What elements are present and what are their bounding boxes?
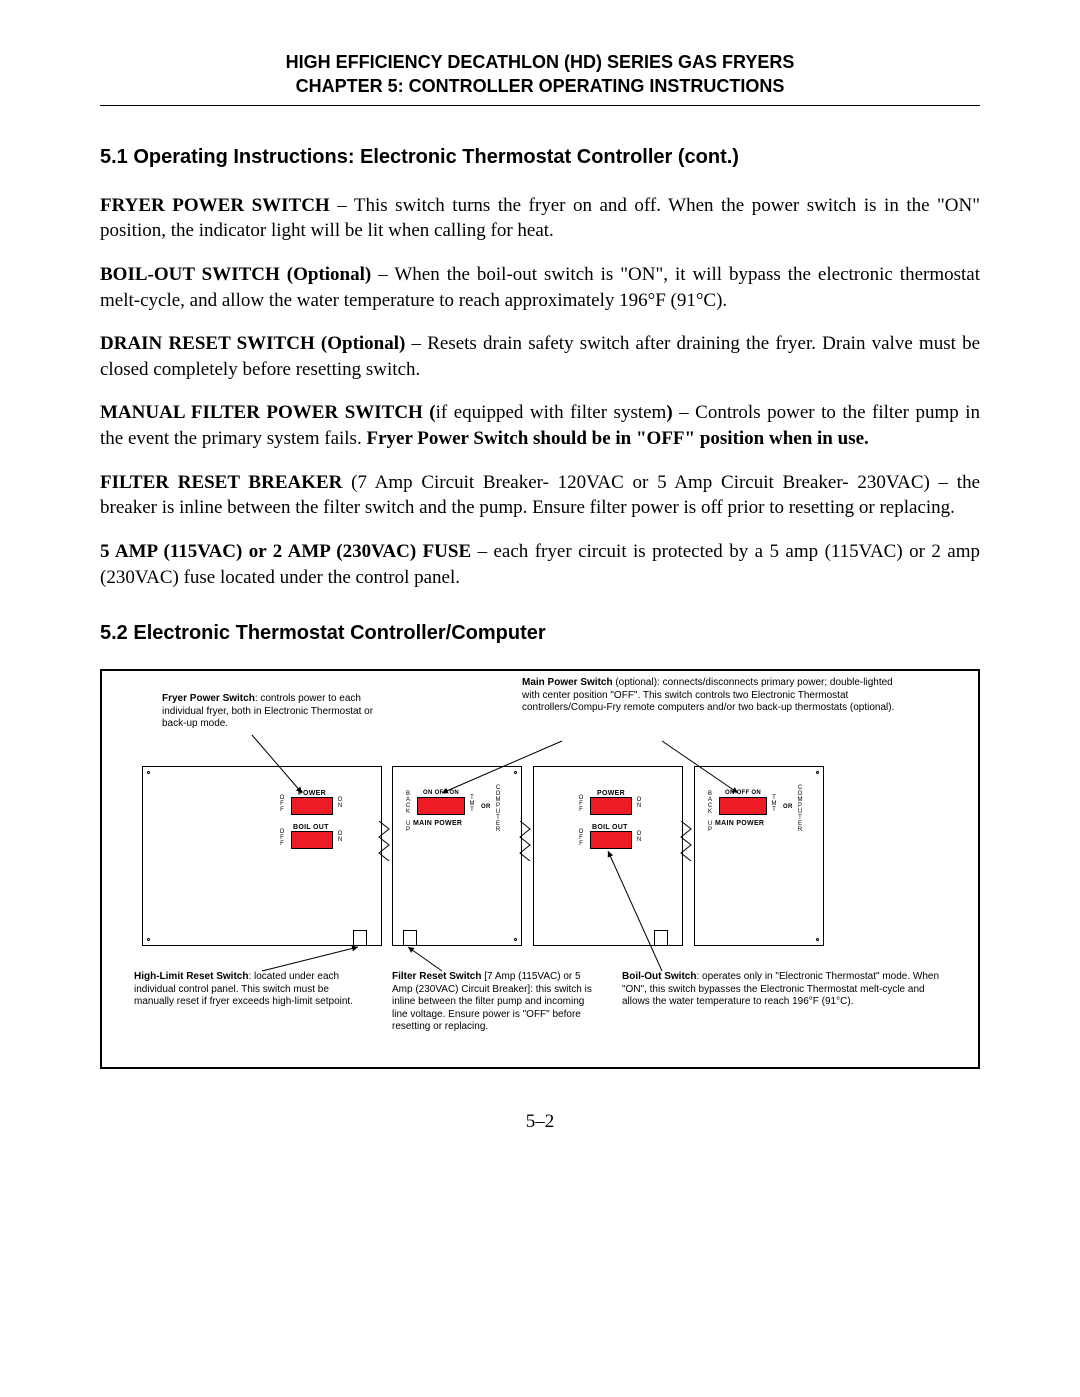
lead-fuse: 5 AMP (115VAC) or 2 AMP (230VAC) FUSE bbox=[100, 541, 478, 562]
header-line-1: HIGH EFFICIENCY DECATHLON (HD) SERIES GA… bbox=[100, 50, 980, 74]
lead-filter-breaker: FILTER RESET BREAKER bbox=[100, 472, 342, 493]
para-manual-filter: MANUAL FILTER POWER SWITCH (if equipped … bbox=[100, 400, 980, 451]
para-filter-breaker: FILTER RESET BREAKER (7 Amp Circuit Brea… bbox=[100, 470, 980, 521]
section-5-1-title: 5.1 Operating Instructions: Electronic T… bbox=[100, 144, 980, 171]
lead-boil-out: BOIL-OUT SWITCH (Optional) bbox=[100, 264, 371, 285]
page-number: 5–2 bbox=[100, 1109, 980, 1135]
lead-drain-reset: DRAIN RESET SWITCH (Optional) bbox=[100, 333, 405, 354]
para-boil-out: BOIL-OUT SWITCH (Optional) – When the bo… bbox=[100, 262, 980, 313]
callout-filter-reset-lead: Filter Reset Switch bbox=[392, 971, 481, 982]
para-drain-reset: DRAIN RESET SWITCH (Optional) – Resets d… bbox=[100, 331, 980, 382]
header-line-2: CHAPTER 5: CONTROLLER OPERATING INSTRUCT… bbox=[100, 74, 980, 98]
callout-filter-reset: Filter Reset Switch [7 Amp (115VAC) or 5… bbox=[392, 971, 602, 1034]
lead-fryer-power: FRYER POWER SWITCH bbox=[100, 195, 330, 216]
para-fuse: 5 AMP (115VAC) or 2 AMP (230VAC) FUSE – … bbox=[100, 539, 980, 590]
header-rule bbox=[100, 105, 980, 106]
callout-boil-out: Boil-Out Switch: operates only in "Elect… bbox=[622, 971, 952, 1009]
callout-high-limit-lead: High-Limit Reset Switch bbox=[134, 971, 248, 982]
callout-high-limit: High-Limit Reset Switch: located under e… bbox=[134, 971, 364, 1009]
para-fryer-power: FRYER POWER SWITCH – This switch turns t… bbox=[100, 193, 980, 244]
controller-diagram: Fryer Power Switch: controls power to ea… bbox=[100, 669, 980, 1069]
bold-tail-manual-filter: Fryer Power Switch should be in "OFF" po… bbox=[366, 428, 868, 449]
mid-manual-filter: if equipped with filter system bbox=[436, 402, 667, 423]
lead-manual-filter: MANUAL FILTER POWER SWITCH ( bbox=[100, 402, 436, 423]
section-5-2-title: 5.2 Electronic Thermostat Controller/Com… bbox=[100, 620, 980, 647]
page-header: HIGH EFFICIENCY DECATHLON (HD) SERIES GA… bbox=[100, 50, 980, 99]
callout-boil-out-lead: Boil-Out Switch bbox=[622, 971, 696, 982]
